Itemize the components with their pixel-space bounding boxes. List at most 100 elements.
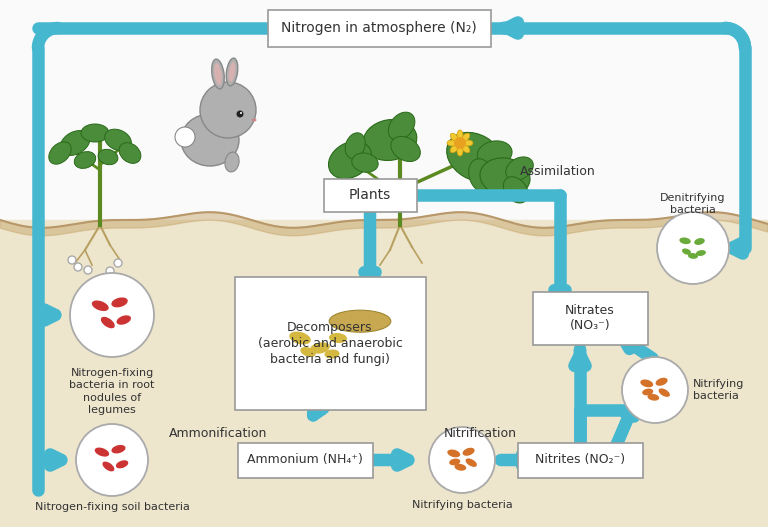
Ellipse shape: [478, 141, 512, 166]
Circle shape: [76, 424, 148, 496]
FancyBboxPatch shape: [234, 277, 425, 409]
Ellipse shape: [325, 349, 339, 358]
Ellipse shape: [49, 142, 71, 164]
Ellipse shape: [480, 158, 530, 196]
Ellipse shape: [642, 388, 654, 395]
Ellipse shape: [462, 448, 475, 456]
Ellipse shape: [94, 447, 109, 456]
Ellipse shape: [391, 136, 420, 162]
Text: Denitrifying
bacteria: Denitrifying bacteria: [660, 193, 726, 215]
Ellipse shape: [329, 310, 391, 332]
Text: Nitrogen-fixing soil bacteria: Nitrogen-fixing soil bacteria: [35, 502, 190, 512]
Text: Ammonification: Ammonification: [169, 427, 267, 440]
Ellipse shape: [251, 119, 257, 122]
Text: Nitrifying bacteria: Nitrifying bacteria: [412, 500, 512, 510]
Ellipse shape: [447, 132, 503, 182]
Ellipse shape: [329, 333, 347, 343]
Ellipse shape: [212, 59, 224, 89]
Ellipse shape: [680, 238, 690, 244]
FancyBboxPatch shape: [237, 443, 372, 477]
Circle shape: [70, 273, 154, 357]
Ellipse shape: [694, 238, 705, 245]
Ellipse shape: [447, 140, 457, 146]
Bar: [379, 340, 391, 366]
Ellipse shape: [227, 58, 238, 86]
Circle shape: [622, 357, 688, 423]
Ellipse shape: [696, 250, 706, 256]
Ellipse shape: [682, 248, 691, 255]
Ellipse shape: [389, 112, 415, 140]
Circle shape: [106, 267, 114, 275]
Text: Nitrogen in atmosphere (N₂): Nitrogen in atmosphere (N₂): [281, 21, 477, 35]
Ellipse shape: [647, 394, 659, 401]
Ellipse shape: [60, 131, 90, 155]
Ellipse shape: [345, 133, 366, 159]
Ellipse shape: [363, 120, 417, 161]
FancyBboxPatch shape: [532, 291, 647, 345]
Circle shape: [237, 111, 243, 118]
Circle shape: [74, 263, 82, 271]
Ellipse shape: [181, 114, 239, 166]
Bar: [0, 0, 768, 220]
Circle shape: [68, 256, 76, 264]
Ellipse shape: [323, 333, 362, 346]
Ellipse shape: [449, 458, 460, 465]
FancyBboxPatch shape: [323, 179, 416, 211]
Bar: [337, 345, 347, 366]
Ellipse shape: [102, 462, 114, 471]
Ellipse shape: [98, 149, 118, 165]
Ellipse shape: [330, 325, 389, 338]
Ellipse shape: [506, 157, 533, 180]
Ellipse shape: [457, 146, 463, 156]
Ellipse shape: [101, 317, 114, 328]
Text: Nitrates
(NO₃⁻): Nitrates (NO₃⁻): [565, 304, 615, 333]
Ellipse shape: [462, 133, 470, 141]
Circle shape: [200, 82, 256, 138]
Ellipse shape: [277, 319, 347, 365]
Ellipse shape: [116, 460, 128, 469]
Ellipse shape: [214, 63, 222, 85]
Ellipse shape: [450, 133, 458, 141]
Ellipse shape: [81, 124, 109, 142]
Ellipse shape: [74, 152, 96, 169]
Ellipse shape: [447, 450, 460, 457]
Ellipse shape: [104, 129, 131, 151]
Ellipse shape: [465, 458, 477, 467]
Ellipse shape: [329, 141, 372, 179]
Ellipse shape: [290, 331, 311, 345]
Circle shape: [657, 212, 729, 284]
Text: Nitrogen-fixing
bacteria in root
nodules of
legumes: Nitrogen-fixing bacteria in root nodules…: [69, 368, 154, 415]
Ellipse shape: [659, 388, 670, 397]
Text: Ammonium (NH₄⁺): Ammonium (NH₄⁺): [247, 454, 363, 466]
Ellipse shape: [450, 144, 458, 153]
Circle shape: [454, 137, 466, 149]
Text: Assimilation: Assimilation: [520, 165, 596, 178]
Bar: [353, 330, 368, 363]
Ellipse shape: [310, 343, 330, 354]
Ellipse shape: [362, 336, 408, 346]
Text: Nitrifying
bacteria: Nitrifying bacteria: [693, 379, 744, 401]
Ellipse shape: [323, 341, 361, 350]
Ellipse shape: [688, 253, 698, 259]
Ellipse shape: [117, 315, 131, 325]
Ellipse shape: [361, 325, 409, 341]
Text: Nitrites (NO₂⁻): Nitrites (NO₂⁻): [535, 454, 625, 466]
Ellipse shape: [455, 464, 466, 471]
Ellipse shape: [229, 62, 235, 82]
Ellipse shape: [119, 143, 141, 163]
Ellipse shape: [352, 153, 378, 172]
Circle shape: [114, 259, 122, 267]
Bar: [0, 220, 768, 527]
FancyBboxPatch shape: [267, 9, 491, 46]
Circle shape: [429, 427, 495, 493]
Circle shape: [240, 112, 242, 114]
Ellipse shape: [111, 297, 127, 307]
Ellipse shape: [111, 445, 125, 453]
Ellipse shape: [656, 378, 667, 386]
Text: Decomposers
(aerobic and anaerobic
bacteria and fungi): Decomposers (aerobic and anaerobic bacte…: [257, 320, 402, 366]
Ellipse shape: [300, 347, 316, 357]
Ellipse shape: [468, 159, 495, 193]
Circle shape: [175, 127, 195, 147]
Ellipse shape: [462, 144, 470, 153]
Ellipse shape: [463, 140, 473, 146]
